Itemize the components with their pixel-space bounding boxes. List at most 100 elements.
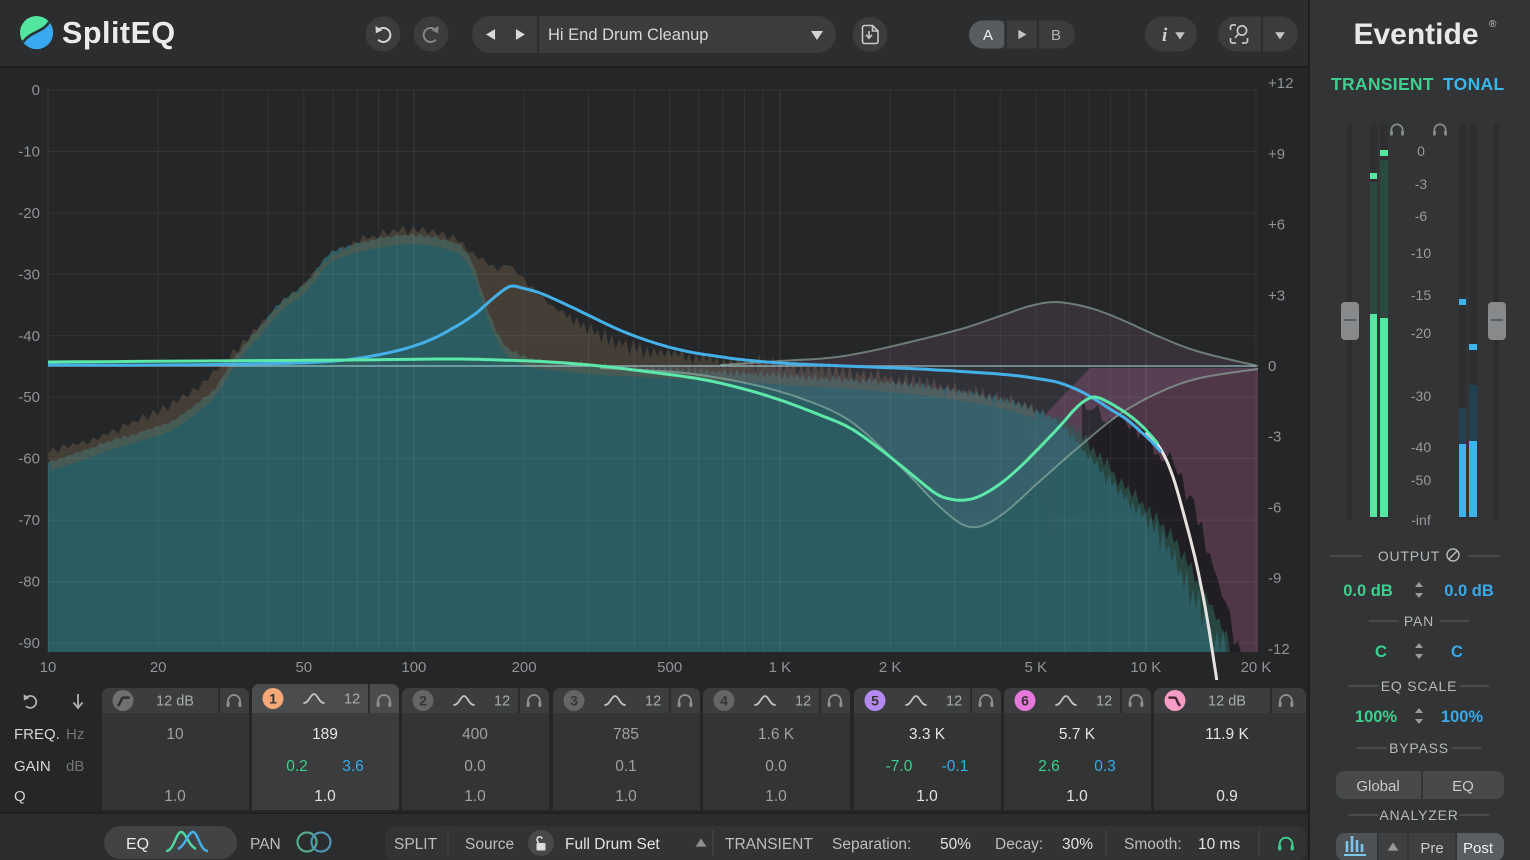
svg-text:1.0: 1.0 [765, 788, 787, 805]
svg-text:-60: -60 [18, 451, 40, 468]
svg-text:12 dB: 12 dB [156, 694, 194, 710]
svg-text:PAN: PAN [1404, 613, 1434, 629]
svg-text:1.0: 1.0 [164, 788, 186, 805]
svg-text:OUTPUT: OUTPUT [1378, 548, 1440, 564]
svg-text:-10: -10 [1411, 245, 1431, 261]
svg-text:Decay:: Decay: [995, 836, 1043, 853]
svg-text:C: C [1375, 643, 1387, 661]
svg-text:Hi End Drum Cleanup: Hi End Drum Cleanup [548, 26, 709, 44]
svg-text:100: 100 [401, 659, 426, 676]
svg-text:+6: +6 [1268, 217, 1285, 234]
svg-text:GAIN: GAIN [14, 758, 51, 775]
svg-text:Eventide: Eventide [1353, 18, 1478, 51]
svg-text:SPLIT: SPLIT [394, 836, 438, 853]
svg-text:1.0: 1.0 [1066, 788, 1088, 805]
svg-text:0: 0 [1268, 358, 1276, 375]
svg-text:-30: -30 [18, 266, 40, 283]
svg-text:i: i [1162, 25, 1168, 46]
svg-text:10: 10 [40, 659, 57, 676]
svg-text:TONAL: TONAL [1443, 74, 1504, 94]
svg-text:500: 500 [657, 659, 682, 676]
svg-text:-80: -80 [18, 574, 40, 591]
svg-text:ANALYZER: ANALYZER [1379, 807, 1458, 823]
svg-text:5: 5 [871, 693, 879, 709]
svg-text:-12: -12 [1268, 641, 1290, 658]
svg-text:SplitEQ: SplitEQ [62, 16, 176, 50]
svg-text:30%: 30% [1062, 836, 1093, 853]
svg-text:-3: -3 [1268, 429, 1281, 446]
svg-text:1.0: 1.0 [615, 788, 637, 805]
svg-text:0.0 dB: 0.0 dB [1444, 582, 1494, 600]
svg-text:-40: -40 [1411, 439, 1431, 455]
svg-text:EQ SCALE: EQ SCALE [1381, 678, 1457, 694]
svg-text:Global: Global [1356, 778, 1399, 795]
svg-text:-3: -3 [1415, 176, 1428, 192]
svg-text:1.0: 1.0 [916, 788, 938, 805]
svg-text:785: 785 [613, 726, 639, 743]
svg-text:-7.0: -7.0 [886, 758, 913, 775]
svg-text:+12: +12 [1268, 75, 1293, 92]
svg-text:200: 200 [512, 659, 537, 676]
svg-text:50: 50 [295, 659, 312, 676]
svg-text:3: 3 [570, 693, 578, 709]
svg-text:189: 189 [312, 726, 338, 743]
svg-text:1: 1 [269, 691, 277, 707]
svg-text:1.6 K: 1.6 K [758, 726, 795, 743]
svg-text:-20: -20 [1411, 325, 1431, 341]
svg-text:20: 20 [150, 659, 167, 676]
svg-text:-inf: -inf [1411, 512, 1431, 528]
svg-text:EQ: EQ [1452, 778, 1474, 795]
svg-text:3.3 K: 3.3 K [909, 726, 946, 743]
svg-text:0.9: 0.9 [1216, 788, 1238, 805]
svg-text:2: 2 [419, 693, 427, 709]
svg-text:dB: dB [66, 758, 84, 775]
svg-text:0.3: 0.3 [1094, 758, 1116, 775]
svg-text:-0.1: -0.1 [942, 758, 969, 775]
svg-text:+3: +3 [1268, 287, 1285, 304]
svg-text:-10: -10 [18, 143, 40, 160]
svg-text:11.9 K: 11.9 K [1205, 726, 1249, 743]
svg-text:-9: -9 [1268, 570, 1281, 587]
svg-text:6: 6 [1021, 693, 1029, 709]
svg-text:Full Drum Set: Full Drum Set [565, 836, 660, 853]
svg-text:Smooth:: Smooth: [1124, 836, 1182, 853]
svg-text:12: 12 [946, 694, 962, 710]
svg-text:Hz: Hz [66, 726, 84, 743]
svg-text:-40: -40 [18, 328, 40, 345]
svg-text:TRANSIENT: TRANSIENT [725, 836, 813, 853]
svg-text:3.6: 3.6 [342, 758, 364, 775]
svg-text:-70: -70 [18, 512, 40, 529]
svg-text:10 ms: 10 ms [1198, 836, 1240, 853]
svg-text:100%: 100% [1355, 708, 1398, 726]
svg-text:PAN: PAN [250, 836, 281, 853]
svg-text:1 K: 1 K [769, 659, 792, 676]
svg-text:Source: Source [465, 836, 514, 853]
svg-text:5.7 K: 5.7 K [1059, 726, 1096, 743]
svg-text:-30: -30 [1411, 388, 1431, 404]
svg-text:EQ: EQ [126, 836, 149, 853]
svg-text:0.2: 0.2 [286, 758, 308, 775]
svg-text:A: A [983, 27, 993, 44]
svg-text:-6: -6 [1268, 499, 1281, 516]
svg-text:Post: Post [1463, 840, 1494, 857]
svg-text:1.0: 1.0 [314, 788, 336, 805]
svg-text:12: 12 [645, 694, 661, 710]
svg-text:-50: -50 [18, 389, 40, 406]
svg-text:-15: -15 [1411, 287, 1431, 303]
svg-text:0: 0 [1417, 143, 1425, 159]
svg-text:2.6: 2.6 [1038, 758, 1060, 775]
svg-text:-90: -90 [18, 635, 40, 652]
svg-text:Separation:: Separation: [832, 836, 911, 853]
svg-text:12 dB: 12 dB [1208, 694, 1246, 710]
svg-text:BYPASS: BYPASS [1389, 740, 1449, 756]
svg-text:B: B [1051, 27, 1061, 44]
svg-text:+9: +9 [1268, 146, 1285, 163]
svg-text:-6: -6 [1415, 208, 1428, 224]
svg-text:-50: -50 [1411, 472, 1431, 488]
svg-text:1.0: 1.0 [464, 788, 486, 805]
svg-text:0.1: 0.1 [615, 758, 637, 775]
svg-text:Pre: Pre [1420, 840, 1443, 857]
svg-text:5 K: 5 K [1024, 659, 1047, 676]
svg-text:®: ® [1489, 19, 1497, 30]
svg-text:-20: -20 [18, 205, 40, 222]
